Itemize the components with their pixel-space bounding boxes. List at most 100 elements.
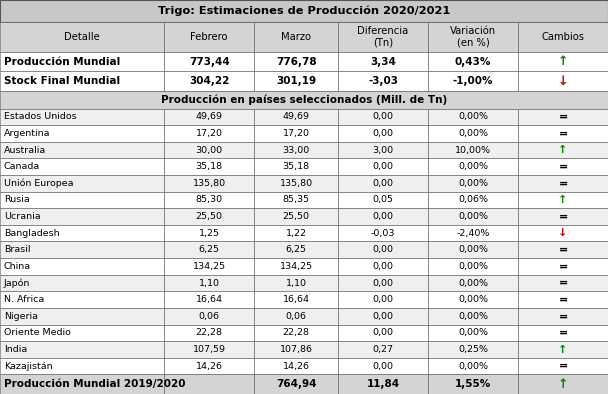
Text: Cambios: Cambios (542, 32, 584, 42)
Text: =: = (558, 245, 568, 255)
Text: 0,00%: 0,00% (458, 262, 488, 271)
Bar (518, 225, 608, 242)
Text: 0,00: 0,00 (373, 328, 393, 337)
Bar (518, 175, 608, 191)
Bar (164, 291, 254, 308)
Text: China: China (4, 262, 31, 271)
Text: 0,05: 0,05 (373, 195, 393, 204)
Bar (428, 158, 518, 175)
Bar (338, 325, 428, 341)
Text: 14,26: 14,26 (283, 362, 309, 371)
Bar (254, 208, 338, 225)
Text: -1,00%: -1,00% (453, 76, 493, 86)
Bar (254, 275, 338, 291)
Text: 0,00: 0,00 (373, 162, 393, 171)
Text: 0,00%: 0,00% (458, 279, 488, 288)
Text: =: = (558, 278, 568, 288)
Bar (0, 158, 164, 175)
Text: 301,19: 301,19 (276, 76, 316, 86)
Text: 0,00%: 0,00% (458, 162, 488, 171)
Text: =: = (558, 361, 568, 371)
Bar (338, 208, 428, 225)
Bar (338, 108, 428, 125)
Text: 776,78: 776,78 (276, 57, 316, 67)
Bar (428, 374, 518, 394)
Text: 0,06: 0,06 (199, 312, 219, 321)
Text: 107,59: 107,59 (193, 345, 226, 354)
Text: 35,18: 35,18 (196, 162, 223, 171)
Bar (428, 358, 518, 374)
Bar (0, 0, 608, 22)
Bar (518, 52, 608, 71)
Text: 0,00: 0,00 (373, 279, 393, 288)
Bar (518, 341, 608, 358)
Text: Rusia: Rusia (4, 195, 30, 204)
Text: =: = (558, 261, 568, 271)
Text: ↑: ↑ (558, 344, 568, 355)
Text: 0,00%: 0,00% (458, 129, 488, 138)
Text: 33,00: 33,00 (283, 145, 309, 154)
Bar (428, 225, 518, 242)
Bar (0, 142, 164, 158)
Text: =: = (558, 128, 568, 138)
Text: Nigeria: Nigeria (4, 312, 38, 321)
Bar (254, 52, 338, 71)
Bar (428, 242, 518, 258)
Bar (338, 308, 428, 325)
Text: 0,00: 0,00 (373, 362, 393, 371)
Bar (428, 71, 518, 91)
Bar (428, 258, 518, 275)
Text: Ucrania: Ucrania (4, 212, 41, 221)
Text: 16,64: 16,64 (283, 295, 309, 304)
Bar (338, 71, 428, 91)
Bar (518, 22, 608, 52)
Bar (164, 108, 254, 125)
Bar (254, 175, 338, 191)
Text: 22,28: 22,28 (196, 328, 223, 337)
Text: ↑: ↑ (558, 145, 568, 155)
Bar (338, 258, 428, 275)
Bar (428, 22, 518, 52)
Text: Producción Mundial 2019/2020: Producción Mundial 2019/2020 (4, 379, 185, 389)
Text: 135,80: 135,80 (280, 179, 313, 188)
Text: 25,50: 25,50 (283, 212, 309, 221)
Bar (518, 108, 608, 125)
Bar (164, 175, 254, 191)
Bar (0, 358, 164, 374)
Bar (428, 325, 518, 341)
Text: Bangladesh: Bangladesh (4, 229, 60, 238)
Bar (518, 275, 608, 291)
Text: Marzo: Marzo (281, 32, 311, 42)
Text: 1,55%: 1,55% (455, 379, 491, 389)
Bar (428, 108, 518, 125)
Bar (164, 225, 254, 242)
Text: 0,00: 0,00 (373, 262, 393, 271)
Text: =: = (558, 328, 568, 338)
Bar (338, 52, 428, 71)
Text: Trigo: Estimaciones de Producción 2020/2021: Trigo: Estimaciones de Producción 2020/2… (158, 6, 450, 17)
Bar (338, 374, 428, 394)
Bar (428, 125, 518, 142)
Bar (518, 142, 608, 158)
Text: 22,28: 22,28 (283, 328, 309, 337)
Bar (518, 208, 608, 225)
Bar (0, 275, 164, 291)
Text: =: = (558, 295, 568, 305)
Text: 0,00%: 0,00% (458, 112, 488, 121)
Bar (0, 258, 164, 275)
Bar (518, 358, 608, 374)
Bar (0, 125, 164, 142)
Bar (428, 191, 518, 208)
Text: 3,34: 3,34 (370, 57, 396, 67)
Bar (164, 158, 254, 175)
Text: Producción en países seleccionados (Mill. de Tn): Producción en países seleccionados (Mill… (161, 95, 447, 105)
Text: 11,84: 11,84 (367, 379, 399, 389)
Bar (338, 341, 428, 358)
Bar (254, 374, 338, 394)
Bar (338, 158, 428, 175)
Bar (0, 22, 164, 52)
Text: 0,43%: 0,43% (455, 57, 491, 67)
Bar (254, 125, 338, 142)
Text: Australia: Australia (4, 145, 46, 154)
Bar (428, 308, 518, 325)
